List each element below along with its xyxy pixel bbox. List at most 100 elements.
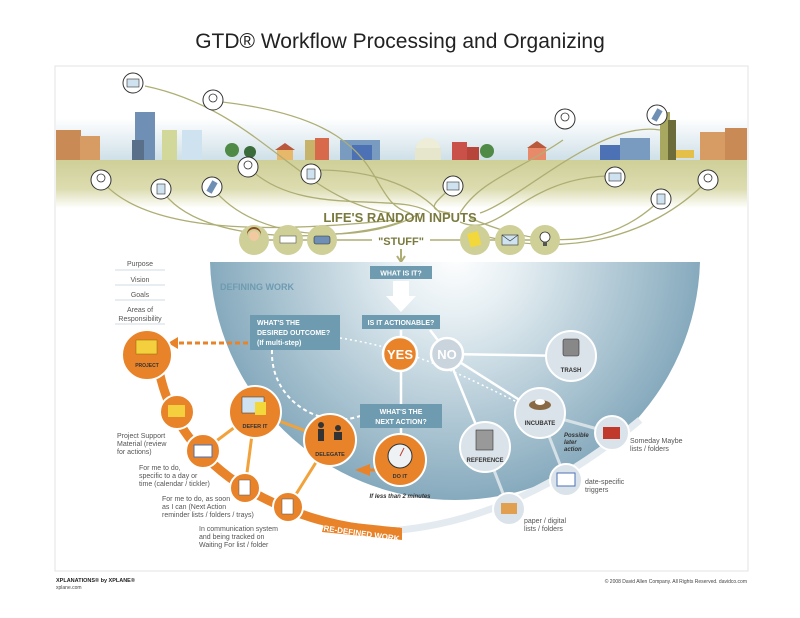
lightbulb-icon xyxy=(237,156,259,178)
svg-text:Responsibility: Responsibility xyxy=(118,316,162,323)
no-node xyxy=(429,336,465,372)
phone-icon xyxy=(646,104,668,126)
envelope-icon xyxy=(495,225,525,255)
phone-icon xyxy=(307,225,337,255)
lightbulb-icon xyxy=(202,89,224,111)
desired-outcome-box xyxy=(250,315,340,350)
desired-outcome-line: DESIRED OUTCOME? xyxy=(257,330,330,337)
paper-stack-icon xyxy=(273,225,303,255)
stuff-icons xyxy=(239,225,560,255)
svg-text:Goals: Goals xyxy=(131,292,150,299)
svg-text:PROJECT: PROJECT xyxy=(135,363,159,369)
lifes-random-inputs-heading: LIFE'S RANDOM INPUTS xyxy=(323,210,477,225)
triggers-label: date-specific xyxy=(585,479,625,486)
sticky-note-icon xyxy=(460,225,490,255)
svg-text:Purpose: Purpose xyxy=(127,261,153,268)
reference-node: REFERENCE xyxy=(459,421,511,473)
svg-text:DO IT: DO IT xyxy=(393,474,408,480)
defining-work-heading: DEFINING WORK xyxy=(220,282,294,292)
frame xyxy=(54,65,749,572)
svg-text:specific to a day or: specific to a day or xyxy=(139,473,198,480)
horizons-list: Purpose Vision Goals Areas of Responsibi… xyxy=(115,261,165,325)
desired-outcome-line: (If multi-step) xyxy=(257,340,301,347)
next-action-box xyxy=(360,404,442,428)
waiting-for-node xyxy=(272,491,304,523)
project-node: PROJECT xyxy=(121,329,173,381)
svg-text:time (calendar / tickler): time (calendar / tickler) xyxy=(139,481,210,488)
do-it-node: DO IT xyxy=(373,433,427,487)
svg-text:For me to do, as soon: For me to do, as soon xyxy=(162,496,230,503)
phone-icon xyxy=(201,176,223,198)
calendar-icon xyxy=(556,472,576,487)
lightbulb-icon xyxy=(554,108,576,130)
footer-site[interactable]: xplane.com xyxy=(56,585,82,591)
incubate-note: Possible xyxy=(564,433,589,439)
document-icon xyxy=(650,188,672,210)
paper-label: lists / folders xyxy=(524,526,563,533)
someday-label: lists / folders xyxy=(630,446,669,453)
svg-text:for actions): for actions) xyxy=(117,449,152,456)
stuff-label: "STUFF" xyxy=(378,236,424,248)
document-icon xyxy=(150,178,172,200)
svg-text:REFERENCE: REFERENCE xyxy=(466,458,503,464)
lightbulb-icon xyxy=(530,225,560,255)
a-list-icon xyxy=(238,479,251,496)
trash-node: TRASH xyxy=(545,330,597,382)
svg-text:reminder lists / folders / tra: reminder lists / folders / trays) xyxy=(162,512,254,519)
document-icon xyxy=(281,498,294,515)
envelope-icon xyxy=(604,166,626,188)
project-support-node xyxy=(159,394,195,430)
project-folder-icon xyxy=(135,339,158,355)
folder-icon xyxy=(168,405,185,417)
svg-text:Waiting For list / folder: Waiting For list / folder xyxy=(199,542,269,549)
svg-text:DELEGATE: DELEGATE xyxy=(315,452,345,458)
svg-text:Areas of: Areas of xyxy=(127,307,153,314)
date-trigger-node xyxy=(549,463,583,497)
defer-it-node: DEFER IT xyxy=(228,385,282,439)
yes-label: YES xyxy=(387,347,413,362)
svg-text:For me to do,: For me to do, xyxy=(139,465,181,472)
svg-text:In communication system: In communication system xyxy=(199,526,278,533)
is-it-actionable-label: IS IT ACTIONABLE? xyxy=(368,320,435,327)
lightbulb-icon xyxy=(90,169,112,191)
calendar-node xyxy=(185,433,221,469)
envelope-icon xyxy=(122,72,144,94)
svg-text:and being tracked on: and being tracked on xyxy=(199,534,264,541)
delegate-node: DELEGATE xyxy=(303,413,357,467)
svg-text:INCUBATE: INCUBATE xyxy=(525,421,556,427)
envelope-icon xyxy=(442,175,464,197)
no-label: NO xyxy=(437,347,457,362)
people-icon xyxy=(318,422,342,441)
someday-label: Someday Maybe xyxy=(630,438,683,445)
calendar-icon xyxy=(193,444,213,458)
incubate-note: later xyxy=(564,440,577,446)
svg-text:DEFER IT: DEFER IT xyxy=(242,424,268,430)
page-title: GTD® Workflow Processing and Organizing xyxy=(195,30,605,53)
city-skyline xyxy=(56,112,747,208)
svg-text:TRASH: TRASH xyxy=(561,368,582,374)
red-folder-icon xyxy=(603,427,620,439)
down-arrow xyxy=(386,281,416,312)
svg-text:Project Support: Project Support xyxy=(117,433,165,440)
svg-text:as I can (Next Action: as I can (Next Action xyxy=(162,504,226,511)
what-is-it-label: WHAT IS IT? xyxy=(380,271,421,278)
file-cabinet-icon xyxy=(475,429,494,451)
incubate-note: action xyxy=(564,447,582,453)
lightbulb-icon xyxy=(697,169,719,191)
next-action-line: NEXT ACTION? xyxy=(375,419,426,426)
next-action-list-node xyxy=(229,472,261,504)
folder-icon xyxy=(501,503,517,514)
svg-text:Material (review: Material (review xyxy=(117,441,167,448)
footer-brand: XPLANATIONS® by XPLANE® xyxy=(56,577,135,584)
footer-copyright: © 2008 David Allen Company. All Rights R… xyxy=(605,578,747,585)
what-is-it-box xyxy=(370,266,432,279)
paper-label: paper / digital xyxy=(524,518,566,525)
is-it-actionable-box xyxy=(362,315,440,329)
do-it-note: If less than 2 minutes xyxy=(369,494,431,500)
trash-can-icon xyxy=(562,338,580,357)
yes-node xyxy=(381,335,419,373)
next-action-line: WHAT'S THE xyxy=(380,409,423,416)
document-icon xyxy=(300,163,322,185)
defining-work-region xyxy=(210,262,700,501)
